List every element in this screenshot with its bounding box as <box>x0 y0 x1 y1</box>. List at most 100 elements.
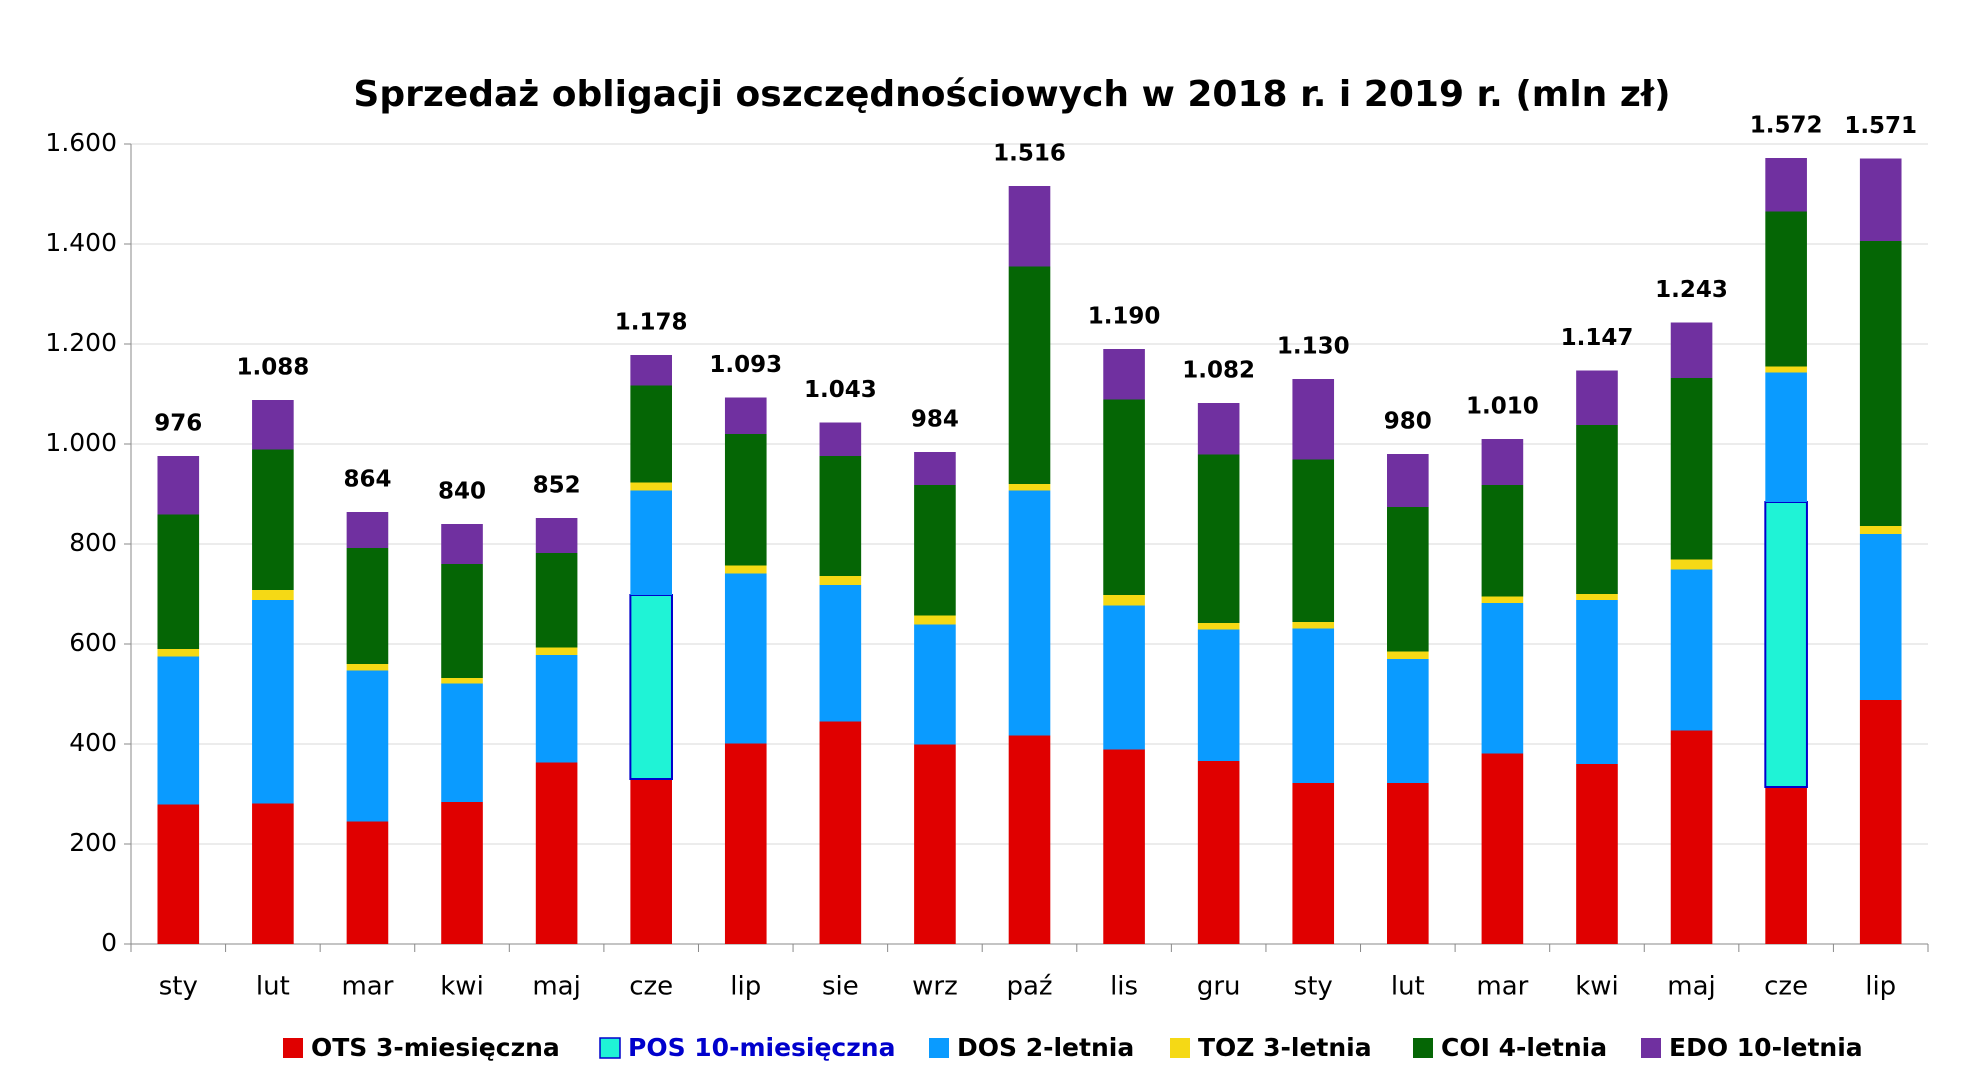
bar-segment <box>1670 559 1713 570</box>
x-tick-label: lis <box>1110 972 1138 1002</box>
bar-segment <box>724 434 767 566</box>
chart-title: Sprzedaż obligacji oszczędnościowych w 2… <box>353 74 1670 115</box>
bar-segment <box>1103 349 1145 400</box>
bar-segment <box>1008 735 1051 944</box>
legend-swatch <box>1170 1038 1190 1058</box>
x-tick-label: gru <box>1197 972 1241 1002</box>
bar-segment <box>630 490 672 595</box>
bar-segment <box>346 664 389 671</box>
bar-segment <box>1387 454 1429 507</box>
bar-segment <box>1008 266 1051 484</box>
bar-segment <box>1764 501 1808 788</box>
bar-segment <box>724 573 767 744</box>
bar-segment <box>535 647 578 655</box>
total-label: 976 <box>154 411 202 437</box>
bar-segment <box>724 743 767 944</box>
bar-segment <box>1387 783 1429 944</box>
bar-segment <box>1670 378 1713 560</box>
x-tick-label: sty <box>1294 972 1333 1002</box>
total-label: 1.147 <box>1561 325 1634 351</box>
bar-segment <box>1670 730 1713 944</box>
bar-segment <box>252 803 294 944</box>
x-tick-label: lip <box>730 972 761 1002</box>
x-tick-label: kwi <box>1575 972 1619 1002</box>
x-tick-label: paź <box>1006 972 1052 1002</box>
bar-segment <box>819 721 862 944</box>
legend-swatch <box>283 1038 303 1058</box>
x-tick-label: mar <box>341 972 393 1002</box>
bar-segment <box>252 449 294 590</box>
x-tick-label: lip <box>1865 972 1896 1002</box>
bar-segment <box>1481 485 1524 597</box>
y-tick-label: 1.400 <box>45 228 117 257</box>
bar-segment <box>441 802 483 944</box>
total-label: 1.516 <box>993 141 1066 167</box>
bar-segment <box>914 615 956 625</box>
bar-segment <box>819 585 862 722</box>
bar-segment <box>441 683 483 802</box>
bar-segment <box>157 656 200 805</box>
total-label: 1.571 <box>1844 113 1917 139</box>
y-tick-label: 200 <box>69 828 117 857</box>
bar-segment <box>1576 425 1618 594</box>
y-tick-label: 1.200 <box>45 328 117 357</box>
total-label: 1.043 <box>804 377 877 403</box>
x-tick-label: maj <box>1667 972 1715 1002</box>
bar-segment <box>1008 484 1051 491</box>
bar-segment <box>441 678 483 684</box>
bar-segment <box>1481 603 1524 754</box>
total-label: 1.130 <box>1277 334 1350 360</box>
bar-segment <box>1859 700 1902 944</box>
bar-segment <box>535 518 578 553</box>
bar-segment <box>346 548 389 664</box>
x-tick-label: lut <box>256 972 290 1002</box>
bar-segment <box>724 397 767 434</box>
legend-label: OTS 3-miesięczna <box>311 1033 560 1062</box>
bar-segment <box>1481 753 1524 944</box>
bar-segment <box>914 744 956 944</box>
x-tick-label: sty <box>159 972 198 1002</box>
bar-segment <box>1387 507 1429 652</box>
legend-swatch <box>1641 1038 1661 1058</box>
y-tick-label: 800 <box>69 528 117 557</box>
bar-segment <box>252 590 294 600</box>
x-tick-label: cze <box>629 972 673 1002</box>
bar-segment <box>630 779 672 944</box>
bar-segment <box>1197 629 1240 761</box>
bar-segment <box>1197 623 1240 630</box>
bar-segment <box>252 400 294 450</box>
bar-segment <box>630 355 672 386</box>
bar-segment <box>629 594 673 780</box>
bar-segment <box>157 649 200 657</box>
bar-segment <box>1765 158 1807 212</box>
y-tick-label: 1.600 <box>45 128 117 157</box>
total-label: 864 <box>343 467 391 493</box>
bar-segment <box>914 485 956 616</box>
total-label: 1.088 <box>236 355 309 381</box>
bar-segment <box>914 624 956 745</box>
legend-label: POS 10-miesięczna <box>628 1033 895 1062</box>
bar-segment <box>1859 526 1902 534</box>
bar-segment <box>1576 594 1618 600</box>
bar-segment <box>1670 322 1713 378</box>
bar-segment <box>819 456 862 576</box>
bar-segment <box>1103 749 1145 944</box>
bar-segment <box>914 452 956 485</box>
total-label: 1.093 <box>709 352 782 378</box>
y-tick-label: 400 <box>69 728 117 757</box>
bar-segment <box>1576 370 1618 425</box>
bar-segment <box>157 514 200 649</box>
total-label: 1.190 <box>1088 304 1161 330</box>
bar-segment <box>1859 158 1902 241</box>
x-tick-label: wrz <box>912 972 958 1002</box>
bar-segment <box>1197 454 1240 623</box>
bar-segment <box>1292 783 1335 944</box>
bar-segment <box>535 762 578 944</box>
bar-segment <box>1765 372 1807 502</box>
bar-segment <box>1859 534 1902 700</box>
legend-label: EDO 10-letnia <box>1669 1033 1863 1062</box>
y-tick-label: 0 <box>101 928 117 957</box>
legend-label: TOZ 3-letnia <box>1198 1033 1372 1062</box>
total-label: 1.572 <box>1750 113 1823 139</box>
bar-segment <box>1008 490 1051 736</box>
